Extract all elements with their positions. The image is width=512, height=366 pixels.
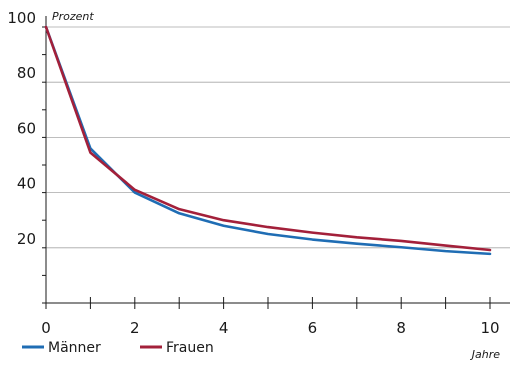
legend-label-0: Männer <box>48 340 101 356</box>
legend: Männer Frauen <box>22 340 214 356</box>
x-axis-title: Jahre <box>470 348 500 361</box>
y-tick-label-20: 20 <box>17 230 36 248</box>
y-axis-title: Prozent <box>52 10 94 23</box>
y-tick-label-80: 80 <box>17 64 36 82</box>
x-tick-label-6: 6 <box>308 319 318 337</box>
x-tick-label-2: 2 <box>130 319 140 337</box>
label-layer: 20 40 60 80 100 0 2 4 6 8 10 <box>7 9 499 337</box>
series-line-1 <box>44 25 492 252</box>
y-tick-label-100: 100 <box>7 9 36 27</box>
series-line-0 <box>44 25 492 256</box>
x-tick-label-10: 10 <box>480 319 499 337</box>
y-tick-label-60: 60 <box>17 119 36 137</box>
x-tick-label-4: 4 <box>219 319 229 337</box>
axis-layer <box>42 16 510 309</box>
y-tick-label-40: 40 <box>17 175 36 193</box>
x-tick-label-8: 8 <box>396 319 406 337</box>
legend-label-1: Frauen <box>166 340 214 356</box>
grid-layer <box>46 26 510 249</box>
series-layer <box>44 25 492 256</box>
x-tick-label-0: 0 <box>41 319 51 337</box>
